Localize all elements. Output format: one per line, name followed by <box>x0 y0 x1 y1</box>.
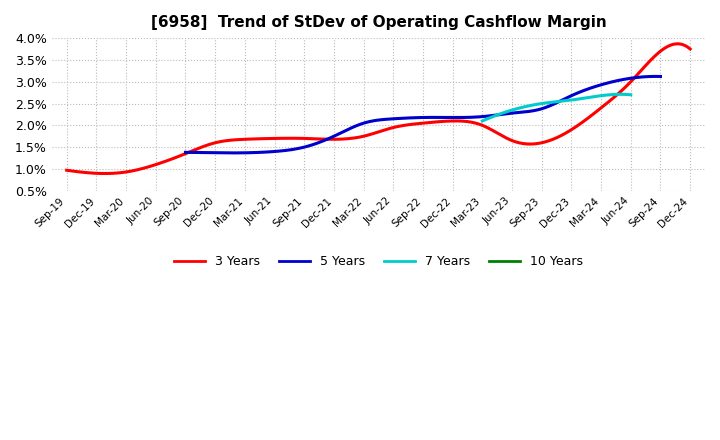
5 Years <box>474 114 482 120</box>
7 Years <box>569 97 577 103</box>
5 Years <box>466 115 474 120</box>
Legend: 3 Years, 5 Years, 7 Years, 10 Years: 3 Years, 5 Years, 7 Years, 10 Years <box>168 250 588 273</box>
5 Years <box>181 150 190 155</box>
3 Years <box>100 171 109 176</box>
3 Years <box>629 76 638 81</box>
5 Years <box>652 74 660 79</box>
5 Years <box>656 74 665 79</box>
5 Years <box>183 150 192 155</box>
Title: [6958]  Trend of StDev of Operating Cashflow Margin: [6958] Trend of StDev of Operating Cashf… <box>150 15 606 30</box>
3 Years <box>65 168 73 173</box>
Line: 3 Years: 3 Years <box>67 44 690 173</box>
Line: 5 Years: 5 Years <box>186 77 660 153</box>
3 Years <box>63 168 71 173</box>
7 Years <box>478 118 487 124</box>
7 Years <box>603 92 612 98</box>
3 Years <box>446 118 455 124</box>
3 Years <box>673 41 682 47</box>
7 Years <box>566 98 575 103</box>
3 Years <box>590 110 598 116</box>
7 Years <box>567 98 575 103</box>
5 Years <box>228 150 236 156</box>
7 Years <box>479 118 487 123</box>
3 Years <box>433 119 442 125</box>
7 Years <box>613 92 621 97</box>
Line: 7 Years: 7 Years <box>482 94 631 121</box>
5 Years <box>613 78 622 83</box>
3 Years <box>436 119 444 124</box>
3 Years <box>686 46 695 51</box>
5 Years <box>464 115 472 120</box>
7 Years <box>626 92 635 97</box>
5 Years <box>583 87 592 92</box>
7 Years <box>616 92 625 97</box>
